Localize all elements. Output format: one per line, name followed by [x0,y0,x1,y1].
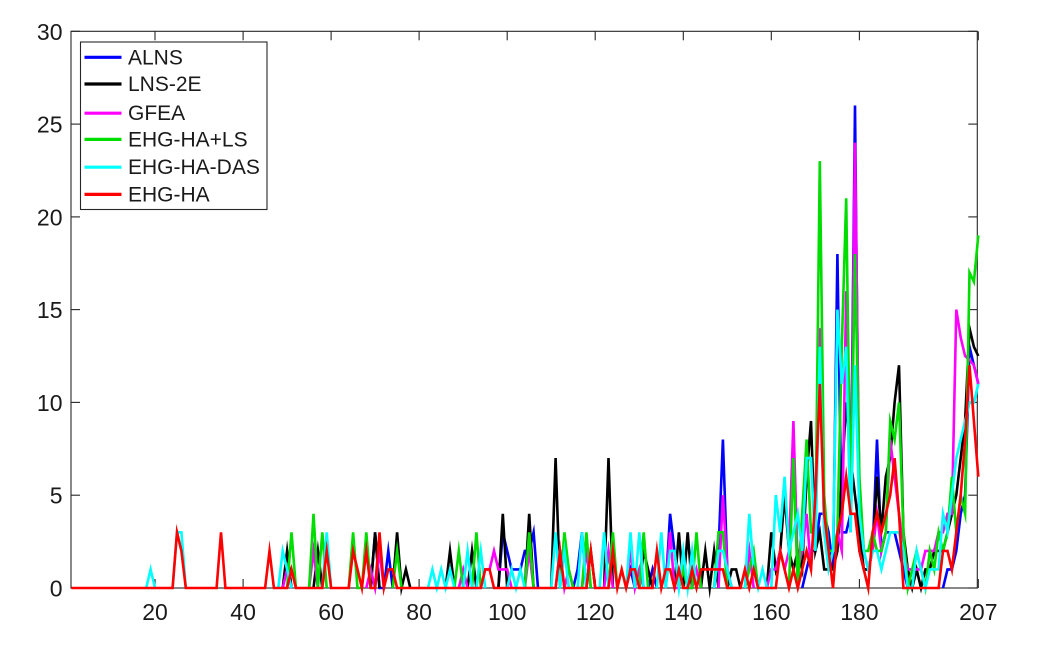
svg-text:30: 30 [37,19,63,45]
svg-text:EHG-HA+LS: EHG-HA+LS [128,128,248,151]
svg-text:207: 207 [959,599,997,625]
svg-text:LNS-2E: LNS-2E [128,73,202,96]
svg-text:140: 140 [664,599,702,625]
svg-text:180: 180 [840,599,878,625]
svg-text:0: 0 [50,576,63,602]
svg-text:25: 25 [37,112,63,138]
svg-text:60: 60 [318,599,344,625]
svg-text:160: 160 [752,599,790,625]
svg-text:20: 20 [142,599,168,625]
svg-text:80: 80 [406,599,432,625]
svg-text:100: 100 [488,599,526,625]
svg-text:40: 40 [230,599,256,625]
svg-text:EHG-HA: EHG-HA [128,183,210,206]
svg-text:ALNS: ALNS [128,46,183,69]
svg-text:120: 120 [576,599,614,625]
svg-text:GFEA: GFEA [128,102,185,125]
svg-text:EHG-HA-DAS: EHG-HA-DAS [128,156,260,179]
svg-text:10: 10 [37,390,63,416]
svg-text:5: 5 [50,483,63,509]
svg-text:20: 20 [37,204,63,230]
svg-text:15: 15 [37,297,63,323]
